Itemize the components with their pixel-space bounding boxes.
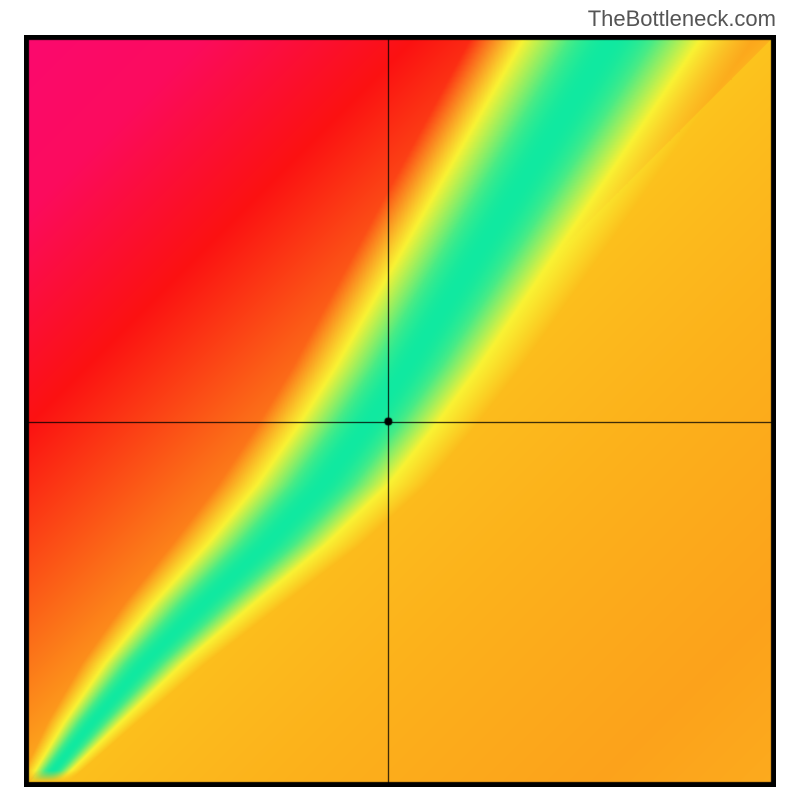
watermark-text: TheBottleneck.com bbox=[588, 6, 776, 32]
chart-container: TheBottleneck.com bbox=[0, 0, 800, 800]
heatmap-plot bbox=[24, 35, 776, 787]
heatmap-canvas bbox=[24, 35, 776, 787]
